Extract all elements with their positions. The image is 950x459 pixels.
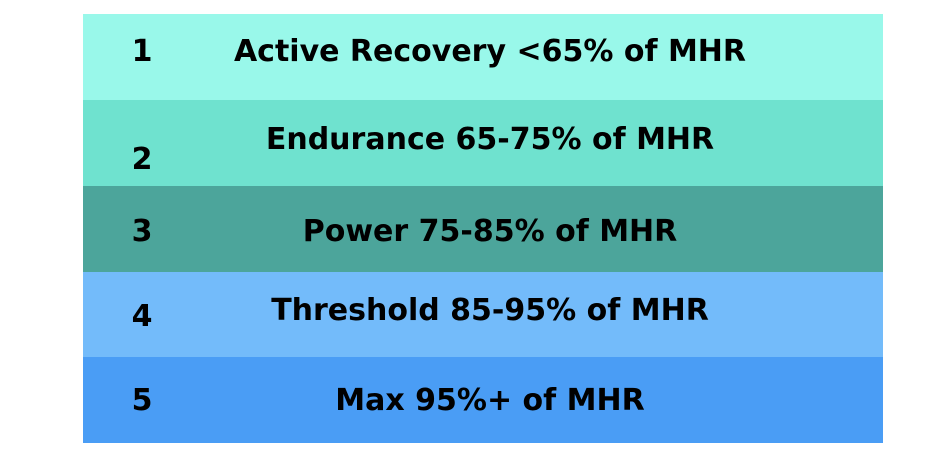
zone-label: Power 75-85% of MHR <box>302 213 678 249</box>
zone-row-3: 3 Power 75-85% of MHR <box>83 186 883 272</box>
zone-label: Active Recovery <65% of MHR <box>233 33 747 69</box>
zone-number: 1 <box>131 33 153 69</box>
zone-number: 5 <box>131 382 153 418</box>
zone-number: 2 <box>131 141 153 177</box>
zone-number: 3 <box>131 213 153 249</box>
zone-label: Threshold 85-95% of MHR <box>271 293 709 328</box>
zone-row-1: 1 Active Recovery <65% of MHR <box>83 14 883 100</box>
zone-label: Endurance 65-75% of MHR <box>265 121 715 157</box>
zone-label: Max 95%+ of MHR <box>335 382 645 418</box>
zone-number: 4 <box>131 299 153 334</box>
zone-row-2: 2 Endurance 65-75% of MHR <box>83 100 883 186</box>
heart-rate-zones-table: 1 Active Recovery <65% of MHR 2 Enduranc… <box>83 14 883 443</box>
zone-row-4: 4 Threshold 85-95% of MHR <box>83 272 883 357</box>
zone-row-5: 5 Max 95%+ of MHR <box>83 357 883 443</box>
